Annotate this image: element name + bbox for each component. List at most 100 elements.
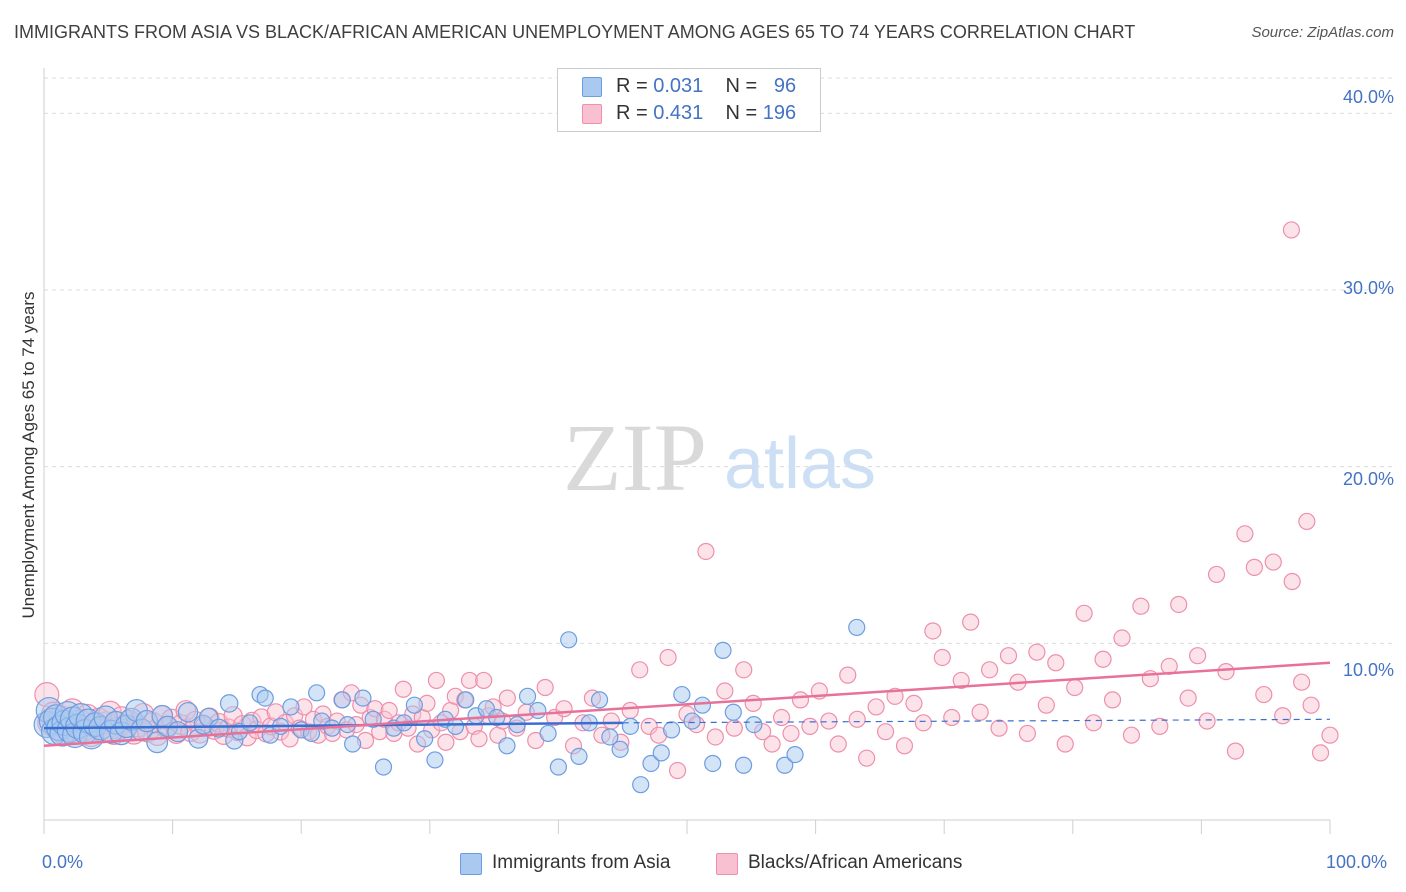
point-blacks-97 <box>475 671 493 690</box>
legend-label-asia: Immigrants from Asia <box>492 852 671 873</box>
point-blacks-140 <box>858 749 876 767</box>
point-asia-93 <box>776 756 794 774</box>
point-blacks-180 <box>1236 525 1254 543</box>
point-blacks-169 <box>1132 597 1150 615</box>
n-label: N = <box>725 102 758 124</box>
point-blacks-120 <box>668 761 687 780</box>
point-asia-60 <box>416 730 434 748</box>
point-asia-54 <box>354 689 372 707</box>
point-blacks-115 <box>621 701 639 720</box>
point-blacks-128 <box>744 694 762 713</box>
point-asia-89 <box>714 641 732 660</box>
point-asia-87 <box>693 696 712 714</box>
point-asia-88 <box>704 754 722 773</box>
point-blacks-102 <box>498 689 516 707</box>
point-blacks-181 <box>1245 558 1263 576</box>
legend-text-blacks: R = 0.431 N = 196 <box>616 102 796 125</box>
point-blacks-146 <box>914 714 932 732</box>
point-blacks-158 <box>1028 643 1046 661</box>
r-label: R = <box>616 75 648 97</box>
point-blacks-132 <box>782 724 800 743</box>
point-asia-42 <box>256 689 274 707</box>
source-label: Source: ZipAtlas.com <box>1251 24 1394 41</box>
trend-line-asia-extension <box>622 718 1331 724</box>
point-blacks-high <box>1298 512 1316 531</box>
legend-swatch-blacks-bottom <box>716 853 738 875</box>
y-axis-label: Unemployment Among Ages 65 to 74 years <box>19 291 38 619</box>
y-tick-label-20: 20.0% <box>1342 469 1394 489</box>
point-asia-85 <box>673 685 691 704</box>
point-blacks-167 <box>1113 629 1131 647</box>
point-blacks-130 <box>763 735 781 753</box>
r-value-blacks: 0.431 <box>653 102 704 124</box>
point-asia-61 <box>426 751 444 769</box>
point-asia-40 <box>241 714 259 732</box>
point-blacks-189 <box>1321 726 1339 744</box>
point-blacks-171 <box>1151 717 1169 735</box>
point-blacks-137 <box>829 735 847 753</box>
x-tick-label-max: 100.0% <box>1326 852 1388 872</box>
point-blacks-164 <box>1085 714 1103 732</box>
point-asia-56 <box>374 758 393 776</box>
point-asia-72 <box>539 724 557 743</box>
point-asia-45 <box>282 698 300 716</box>
point-blacks-168 <box>1122 726 1141 744</box>
point-asia-86 <box>683 712 701 730</box>
point-asia-37 <box>219 694 239 713</box>
point-blacks-155 <box>999 647 1018 665</box>
point-asia-75 <box>570 747 588 766</box>
point-asia-70 <box>518 687 537 705</box>
point-blacks-150 <box>952 671 970 690</box>
point-asia-82 <box>642 754 660 773</box>
point-blacks-188 <box>1311 744 1330 762</box>
point-blacks-113 <box>602 712 620 730</box>
point-blacks-133 <box>791 691 810 709</box>
point-blacks-141 <box>867 698 885 716</box>
point-asia-74 <box>560 631 578 649</box>
trend-line-asia <box>43 721 623 730</box>
point-blacks-175 <box>1189 647 1207 665</box>
point-asia-83 <box>652 744 670 762</box>
point-blacks-186 <box>1293 673 1311 691</box>
point-asia-51 <box>333 691 351 709</box>
legend-swatch-asia <box>582 77 602 97</box>
point-asia-71 <box>529 701 547 720</box>
point-asia-94 <box>786 746 804 764</box>
point-blacks-96 <box>470 730 488 748</box>
point-blacks-131 <box>772 708 791 727</box>
point-blacks-151 <box>962 613 980 631</box>
point-asia-36 <box>209 718 229 738</box>
point-blacks-177 <box>1207 565 1226 584</box>
point-asia-32 <box>177 701 199 723</box>
x-tick-label-min: 0.0% <box>42 852 84 872</box>
point-blacks-184 <box>1274 707 1292 725</box>
point-asia-53 <box>344 735 362 753</box>
point-asia-73 <box>549 758 568 776</box>
y-tick-label-30: 30.0% <box>1342 278 1394 298</box>
legend-label-blacks: Blacks/African Americans <box>748 852 963 873</box>
point-asia-95 <box>848 618 866 637</box>
point-blacks-87 <box>427 671 446 690</box>
point-asia-91 <box>734 756 753 774</box>
point-asia-59 <box>405 696 423 714</box>
point-blacks-173 <box>1170 595 1188 614</box>
point-blacks-149 <box>943 708 961 727</box>
point-blacks-106 <box>536 678 554 697</box>
point-asia-64 <box>457 691 475 709</box>
point-blacks-136 <box>820 712 838 730</box>
point-asia-90 <box>724 703 742 721</box>
trend-line-blacks <box>43 661 1331 748</box>
point-blacks-183 <box>1264 553 1282 571</box>
trend-lines <box>43 661 1331 748</box>
point-blacks-187 <box>1302 696 1320 714</box>
point-asia-84 <box>662 721 681 739</box>
point-blacks-119 <box>659 648 677 667</box>
point-blacks-166 <box>1103 691 1122 709</box>
watermark-atlas: atlas <box>724 424 876 504</box>
y-tick-label-40: 40.0% <box>1342 87 1394 107</box>
correlation-legend: R = 0.031 N = 96 R = 0.431 N = 196 <box>557 68 821 132</box>
y-tick-label-10: 10.0% <box>1342 660 1394 680</box>
point-blacks-179 <box>1226 742 1245 760</box>
point-asia-81 <box>632 776 650 794</box>
point-blacks-148 <box>933 648 951 667</box>
